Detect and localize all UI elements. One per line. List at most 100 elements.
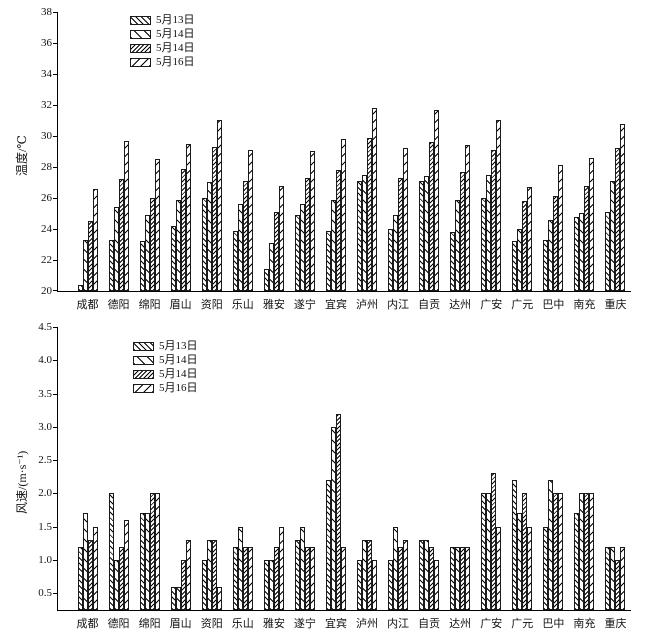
y-tick-mark xyxy=(53,327,58,328)
bar-wind-speed-5月14日-重庆 xyxy=(615,560,621,610)
y-tick-label: 20 xyxy=(41,285,52,297)
bar-wind-speed-5月16日-南充 xyxy=(589,493,595,610)
bar-temperature-5月14日-广元 xyxy=(522,201,528,291)
y-tick-mark xyxy=(53,105,58,106)
x-category-label: 达州 xyxy=(449,299,472,311)
bar-temperature-5月16日-巴中 xyxy=(558,165,564,291)
y-tick-mark xyxy=(53,426,58,428)
temperature-plot-area: 5月13日 5月14日 5月14日 5月16日 20 22 24 26 28 30 32 34 36 3… xyxy=(41,6,631,311)
bar-wind-speed-5月13日-广元 xyxy=(512,480,518,610)
bar-temperature-5月13日-遂宁 xyxy=(294,215,300,291)
bar-wind-speed-5月13日-资阳 xyxy=(201,560,207,610)
bar-wind-speed-5月16日-遂宁 xyxy=(309,547,315,610)
bar-temperature-5月14日-泸州 xyxy=(362,175,368,291)
y-tick-mark xyxy=(53,167,58,168)
bar-temperature-5月14日-重庆 xyxy=(615,148,621,291)
bar-wind-speed-5月14日-德阳 xyxy=(118,547,124,610)
bar-temperature-5月14日-德阳 xyxy=(113,207,119,291)
y-tick-label: 38 xyxy=(41,6,52,18)
legend-swatch-fine-forward-diagonal xyxy=(133,341,154,351)
bar-wind-speed-5月14日-宜宾 xyxy=(330,427,336,610)
bar-temperature-5月13日-巴中 xyxy=(543,240,549,291)
x-category-label: 巴中 xyxy=(542,618,565,630)
y-tick-mark xyxy=(53,198,58,199)
y-tick-label: 22 xyxy=(41,254,52,266)
bar-temperature-5月16日-南充 xyxy=(589,158,595,291)
y-tick-label: 1.5 xyxy=(38,520,52,533)
x-category-label: 达州 xyxy=(449,618,472,630)
y-tick-mark xyxy=(53,12,58,13)
bar-temperature-5月14日-遂宁 xyxy=(304,178,310,291)
bar-wind-speed-5月16日-内江 xyxy=(403,540,409,610)
bar-wind-speed-5月16日-雅安 xyxy=(278,527,284,610)
bar-temperature-5月14日-资阳 xyxy=(211,147,217,291)
bar-temperature-5月13日-南充 xyxy=(574,217,580,291)
x-category-label: 广元 xyxy=(511,618,534,630)
x-category-label: 内江 xyxy=(387,618,410,630)
bar-wind-speed-5月13日-眉山 xyxy=(170,587,176,610)
bar-wind-speed-5月13日-泸州 xyxy=(357,560,363,610)
bar-wind-speed-5月16日-绵阳 xyxy=(154,493,160,610)
y-tick-mark xyxy=(53,74,58,75)
bar-temperature-5月14日-自贡 xyxy=(429,142,435,291)
bar-temperature-5月13日-广元 xyxy=(512,241,518,291)
bar-temperature-5月14日-自贡 xyxy=(424,176,430,291)
bar-temperature-5月14日-成都 xyxy=(82,240,88,291)
y-tick-mark xyxy=(53,526,58,528)
legend-label: 5月14日 xyxy=(156,42,195,54)
bar-wind-speed-5月13日-南充 xyxy=(574,513,580,610)
bar-wind-speed-5月14日-自贡 xyxy=(429,547,435,610)
bar-wind-speed-5月14日-广元 xyxy=(522,493,528,610)
x-category-label: 绵阳 xyxy=(138,299,161,311)
legend-item: 5月16日 xyxy=(133,381,198,395)
bar-wind-speed-5月14日-泸州 xyxy=(367,540,373,610)
bar-wind-speed-5月14日-遂宁 xyxy=(299,527,305,610)
legend-label: 5月16日 xyxy=(159,382,198,394)
bar-temperature-5月14日-雅安 xyxy=(268,243,274,291)
legend-swatch-sparse-backward-diagonal xyxy=(130,57,151,67)
legend-item: 5月14日 xyxy=(130,41,195,55)
x-category-label: 雅安 xyxy=(262,618,285,630)
bar-wind-speed-5月14日-内江 xyxy=(393,527,399,610)
bar-wind-speed-5月14日-泸州 xyxy=(362,540,368,610)
bar-temperature-5月14日-乐山 xyxy=(237,204,243,291)
legend-label: 5月14日 xyxy=(156,28,195,40)
bar-temperature-5月13日-宜宾 xyxy=(325,231,331,291)
x-category-label: 重庆 xyxy=(604,618,627,630)
bar-temperature-5月16日-广安 xyxy=(496,120,502,291)
legend-item: 5月14日 xyxy=(133,367,198,381)
bar-temperature-5月14日-宜宾 xyxy=(330,200,336,291)
bar-temperature-5月13日-广安 xyxy=(481,198,487,291)
bar-temperature-5月13日-眉山 xyxy=(170,226,176,291)
bar-temperature-5月14日-重庆 xyxy=(610,181,616,291)
bar-temperature-5月13日-成都 xyxy=(77,285,83,291)
bar-temperature-5月14日-眉山 xyxy=(175,200,181,291)
bar-temperature-5月14日-内江 xyxy=(393,215,399,291)
bar-temperature-5月14日-德阳 xyxy=(118,179,124,291)
bar-temperature-5月16日-乐山 xyxy=(247,150,253,291)
bar-wind-speed-5月16日-泸州 xyxy=(372,560,378,610)
bar-temperature-5月16日-宜宾 xyxy=(340,139,346,291)
bar-wind-speed-5月16日-乐山 xyxy=(247,547,253,610)
legend-item: 5月13日 xyxy=(133,339,198,353)
legend-swatch-sparse-forward-diagonal xyxy=(130,29,151,39)
legend-swatch-fine-backward-diagonal xyxy=(133,369,154,379)
bar-wind-speed-5月13日-绵阳 xyxy=(139,513,145,610)
bar-temperature-5月16日-自贡 xyxy=(434,110,440,291)
bar-wind-speed-5月14日-达州 xyxy=(460,547,466,610)
x-category-label: 成都 xyxy=(76,299,99,311)
y-tick-label: 24 xyxy=(41,223,52,235)
y-tick-label: 30 xyxy=(41,130,52,142)
bar-temperature-5月14日-达州 xyxy=(460,172,466,291)
bar-wind-speed-5月14日-广安 xyxy=(486,493,492,610)
bar-temperature-5月16日-重庆 xyxy=(620,124,626,291)
bar-wind-speed-5月14日-巴中 xyxy=(553,493,559,610)
bar-temperature-5月14日-绵阳 xyxy=(144,215,150,291)
bar-wind-speed-5月14日-雅安 xyxy=(268,560,274,610)
bar-wind-speed-5月14日-南充 xyxy=(584,493,590,610)
bar-temperature-5月16日-达州 xyxy=(465,145,471,291)
bar-temperature-5月16日-泸州 xyxy=(372,108,378,291)
legend-label: 5月14日 xyxy=(159,354,198,366)
bar-wind-speed-5月13日-宜宾 xyxy=(325,480,331,610)
bar-wind-speed-5月13日-巴中 xyxy=(543,527,549,610)
